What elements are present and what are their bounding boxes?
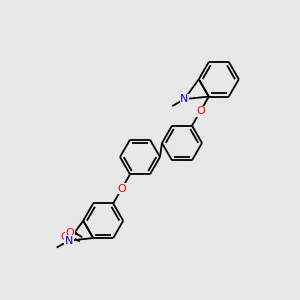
Text: O: O: [61, 232, 70, 242]
Text: O: O: [196, 106, 205, 116]
Text: N: N: [180, 94, 189, 104]
Text: O: O: [66, 228, 74, 238]
Text: O: O: [117, 184, 126, 194]
Text: N: N: [64, 236, 73, 246]
